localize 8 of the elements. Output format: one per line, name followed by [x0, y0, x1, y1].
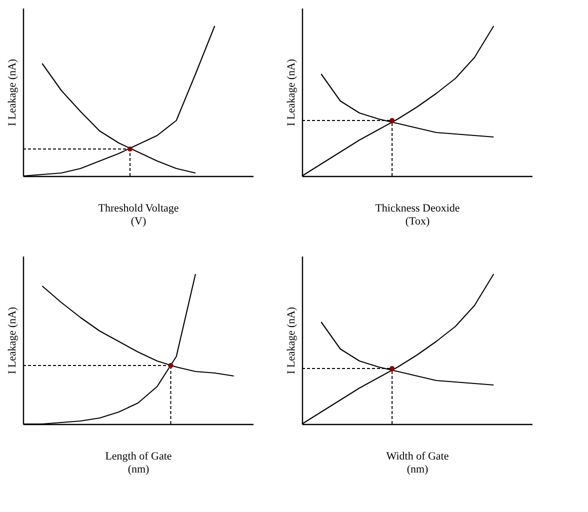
x-axis-title: Width of Gate (nm): [386, 450, 449, 476]
x-axis-title: Thickness Deoxide (Tox): [375, 202, 460, 228]
y-axis-title: I Leakage (nA): [6, 306, 18, 374]
x-axis-title: Threshold Voltage (V): [98, 202, 179, 228]
y-axis-title: I Leakage (nA): [6, 58, 18, 126]
y-axis-title: I Leakage (nA): [286, 58, 298, 126]
y-axis-title: I Leakage (nA): [286, 306, 298, 374]
x-axis-title: Length of Gate (nm): [105, 450, 172, 476]
